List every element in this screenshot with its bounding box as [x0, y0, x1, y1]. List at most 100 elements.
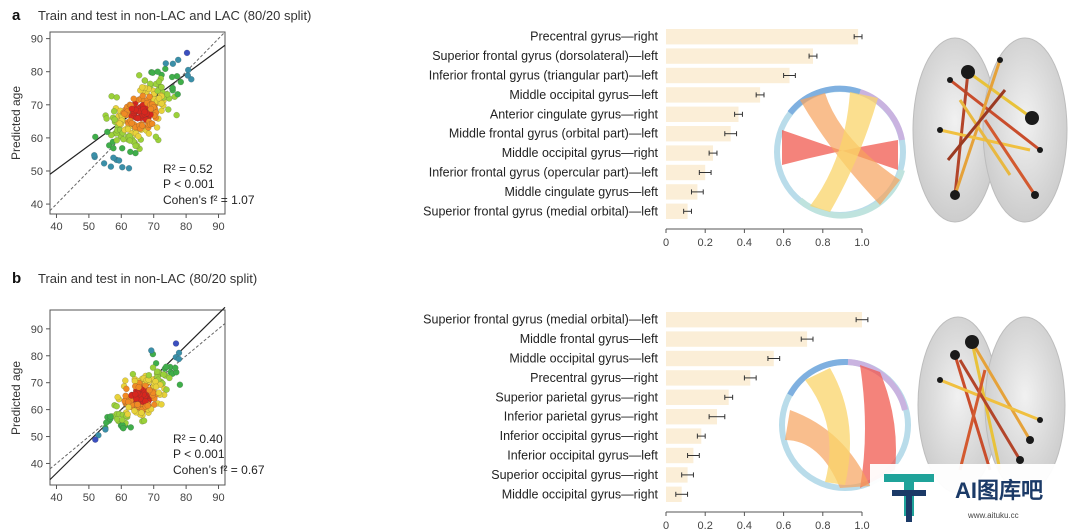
scatter-point [145, 130, 153, 137]
scatter-point [175, 349, 183, 357]
bar-row: Anterior cingulate gyrus—right [490, 106, 743, 122]
bar-category-label: Middle occipital gyrus—left [509, 352, 658, 366]
y-tick-label: 60 [31, 133, 43, 145]
scatter-point [131, 407, 138, 415]
bar-row: Middle frontal gyrus—left [520, 331, 814, 347]
bar [666, 370, 751, 386]
identity-line [49, 323, 226, 470]
y-tick-label: 70 [31, 100, 43, 112]
scatter-point [121, 110, 128, 118]
scatter-point [188, 76, 195, 83]
bar-x-tick-label: 0.2 [698, 520, 713, 531]
bar-row: Middle cingulate gyrus—left [504, 184, 704, 200]
bar-row: Inferior frontal gyrus (triangular part)… [429, 67, 796, 84]
bar-row: Superior frontal gyrus (medial orbital)—… [423, 312, 869, 328]
bar-x-tick-label: 0.8 [815, 520, 830, 531]
scatter-point [107, 413, 114, 420]
panel-b-cohen: Cohen’s f² = 0.67 [173, 463, 265, 477]
y-tick-label: 90 [31, 324, 43, 336]
scatter-point [116, 120, 123, 127]
scatter-point [174, 91, 181, 98]
scatter-point [158, 83, 165, 91]
bar-x-tick-label: 0.4 [737, 237, 752, 249]
scatter-point [122, 377, 129, 384]
panel-b-scatter: Predicted age 40 50 60 70 80 90 40 50 60 70 80 90 R… [9, 306, 265, 504]
panel-b-r2: R² = 0.40 [173, 432, 223, 446]
scatter-point [129, 370, 137, 378]
scatter-point [160, 371, 167, 378]
scatter-point [144, 402, 152, 410]
bar-x-tick-label: 0.2 [698, 237, 713, 249]
bar [666, 331, 808, 347]
scatter-point [92, 133, 99, 141]
bar-x-tick-label: 0 [663, 520, 669, 531]
panel-a-chord-arc-purple [858, 89, 905, 141]
scatter-point [155, 95, 163, 102]
scatter-point [147, 105, 155, 113]
scatter-point [164, 91, 171, 98]
bar-row: Inferior occipital gyrus—right [500, 428, 706, 444]
scatter-point [168, 73, 176, 81]
scatter-point [169, 84, 176, 92]
bar [666, 312, 862, 328]
panel-a-brain [912, 37, 1068, 223]
bar-row: Middle occipital gyrus—left [509, 350, 781, 367]
panel-b-ticks: 40 50 60 70 80 90 40 50 60 70 80 90 [31, 324, 225, 504]
bar [666, 467, 688, 483]
scatter-point [124, 126, 132, 133]
scatter-point [122, 392, 129, 400]
bar-row: Middle occipital gyrus—left [509, 87, 765, 103]
scatter-point [138, 409, 145, 416]
bar-category-label: Precentral gyrus—right [530, 30, 658, 44]
bar-row: Precentral gyrus—right [530, 29, 863, 45]
scatter-point [118, 416, 126, 424]
bar-category-label: Middle occipital gyrus—right [502, 487, 659, 501]
scatter-point [125, 165, 133, 172]
scatter-point [134, 401, 141, 408]
bar-category-label: Middle occipital gyrus—right [502, 146, 659, 160]
bar-category-label: Inferior occipital gyrus—left [507, 449, 658, 463]
panel-b-bar-chart: Superior frontal gyrus (medial orbital)—… [423, 312, 870, 531]
y-tick-label: 80 [31, 351, 43, 363]
bar [666, 409, 717, 425]
scatter-point [162, 60, 170, 67]
scatter-point [177, 78, 185, 86]
scatter-point [173, 111, 180, 119]
x-tick-label: 60 [115, 492, 127, 504]
bar-row: Precentral gyrus—right [530, 370, 757, 386]
scatter-point [152, 360, 160, 367]
bar-category-label: Inferior occipital gyrus—right [500, 429, 659, 443]
scatter-point [141, 108, 148, 116]
bar-category-label: Precentral gyrus—right [530, 371, 658, 385]
scatter-point [135, 72, 143, 79]
scatter-point [111, 116, 118, 123]
scatter-point [146, 386, 153, 394]
bar [666, 164, 706, 181]
panel-a-bar-chart: Precentral gyrus—right Superior frontal g… [423, 29, 870, 249]
scatter-point [184, 72, 192, 79]
bar [666, 106, 739, 122]
panel-a-scatter-frame [49, 31, 226, 215]
y-tick-label: 90 [31, 34, 43, 46]
panel-b-title: Train and test in non-LAC (80/20 split) [38, 271, 257, 286]
bar-category-label: Inferior frontal gyrus (opercular part)—… [429, 166, 659, 180]
scatter-point [103, 115, 110, 122]
x-tick-label: 50 [83, 221, 95, 233]
panel-a-brain-right-hemisphere [982, 37, 1068, 223]
scatter-point [130, 95, 137, 102]
panel-b-brain-nodes [937, 335, 1043, 464]
bar [666, 389, 729, 405]
bar-category-label: Superior frontal gyrus (medial orbital)—… [423, 313, 658, 327]
bar-row: Superior parietal gyrus—right [495, 389, 734, 405]
scatter-point [141, 77, 149, 84]
scatter-point [158, 401, 165, 408]
scatter-point [162, 65, 169, 73]
scatter-point [118, 145, 126, 152]
scatter-point [138, 122, 146, 129]
bar-row: Inferior frontal gyrus (opercular part)—… [429, 164, 712, 181]
panel-a-letter: a [12, 7, 21, 24]
panel-a-chord-arc-blue [787, 85, 861, 115]
scatter-point [152, 133, 160, 141]
x-tick-label: 40 [50, 221, 62, 233]
